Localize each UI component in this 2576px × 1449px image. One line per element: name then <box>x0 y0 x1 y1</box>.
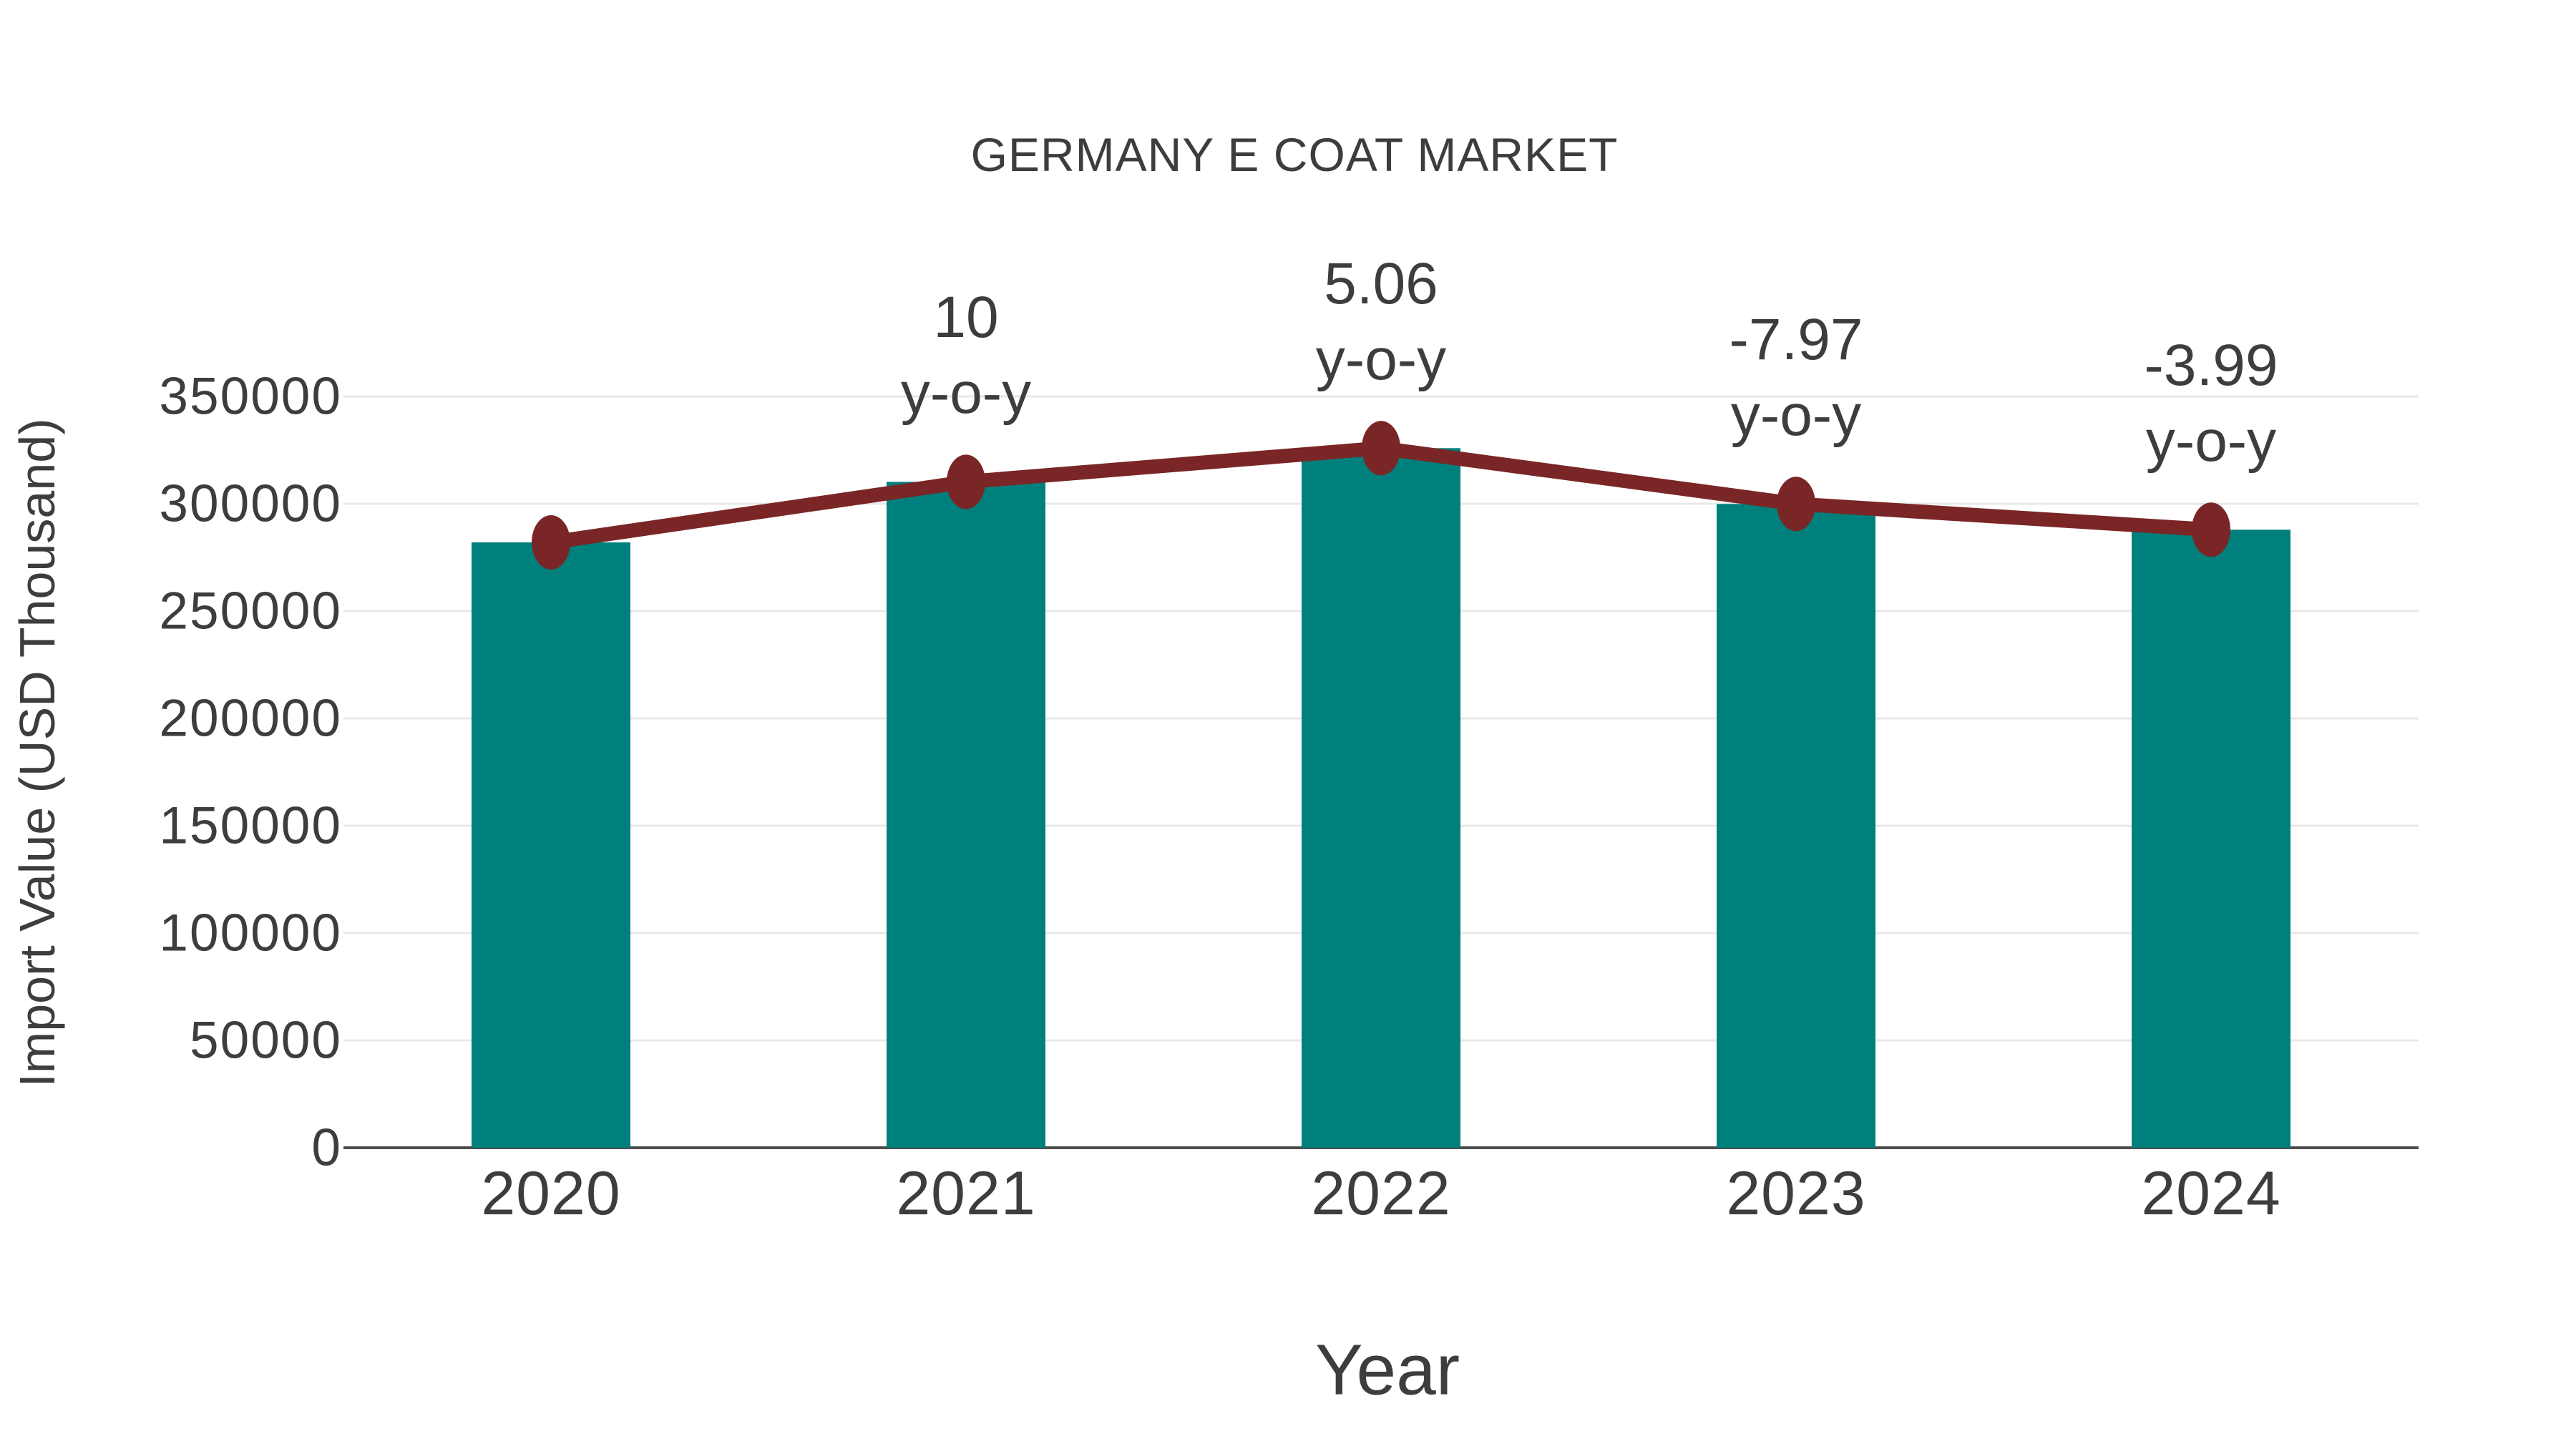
annotation-2023-label: y-o-y <box>1731 383 1861 448</box>
y-tick-0: 0 <box>311 1119 342 1177</box>
x-tick-2024: 2024 <box>2141 1159 2280 1228</box>
y-tick-150000: 150000 <box>159 797 342 855</box>
marker-2021 <box>947 454 985 509</box>
annotation-2024-label: y-o-y <box>2146 409 2276 474</box>
x-tick-2021: 2021 <box>896 1159 1035 1228</box>
y-axis-title: Import Value (USD Thousand) <box>9 418 65 1088</box>
marker-2022 <box>1362 421 1400 476</box>
x-tick-2020: 2020 <box>481 1159 620 1228</box>
annotation-2021-value: 10 <box>933 285 998 350</box>
marker-2023 <box>1777 477 1815 532</box>
x-axis-title: Year <box>1314 1330 1460 1410</box>
annotation-2024-value: -3.99 <box>2145 333 2278 398</box>
chart-title: GERMANY E COAT MARKET <box>970 128 1619 181</box>
marker-2024 <box>2192 502 2230 557</box>
x-tick-2022: 2022 <box>1311 1159 1450 1228</box>
y-tick-250000: 250000 <box>159 582 342 640</box>
bar-2024 <box>2132 530 2290 1148</box>
annotation-2022-value: 5.06 <box>1324 251 1438 316</box>
marker-2020 <box>532 515 570 570</box>
bar-2023 <box>1717 504 1875 1148</box>
annotation-2022-label: y-o-y <box>1316 327 1446 392</box>
y-tick-350000: 350000 <box>159 368 342 426</box>
bar-2020 <box>472 542 630 1148</box>
y-tick-200000: 200000 <box>159 690 342 748</box>
annotation-2023-value: -7.97 <box>1729 307 1863 372</box>
y-tick-50000: 50000 <box>190 1012 342 1070</box>
annotation-2021-label: y-o-y <box>901 361 1031 426</box>
y-tick-300000: 300000 <box>159 475 342 533</box>
bar-2021 <box>887 482 1045 1148</box>
y-tick-100000: 100000 <box>159 904 342 962</box>
x-tick-2023: 2023 <box>1726 1159 1865 1228</box>
bar-2022 <box>1302 448 1460 1148</box>
